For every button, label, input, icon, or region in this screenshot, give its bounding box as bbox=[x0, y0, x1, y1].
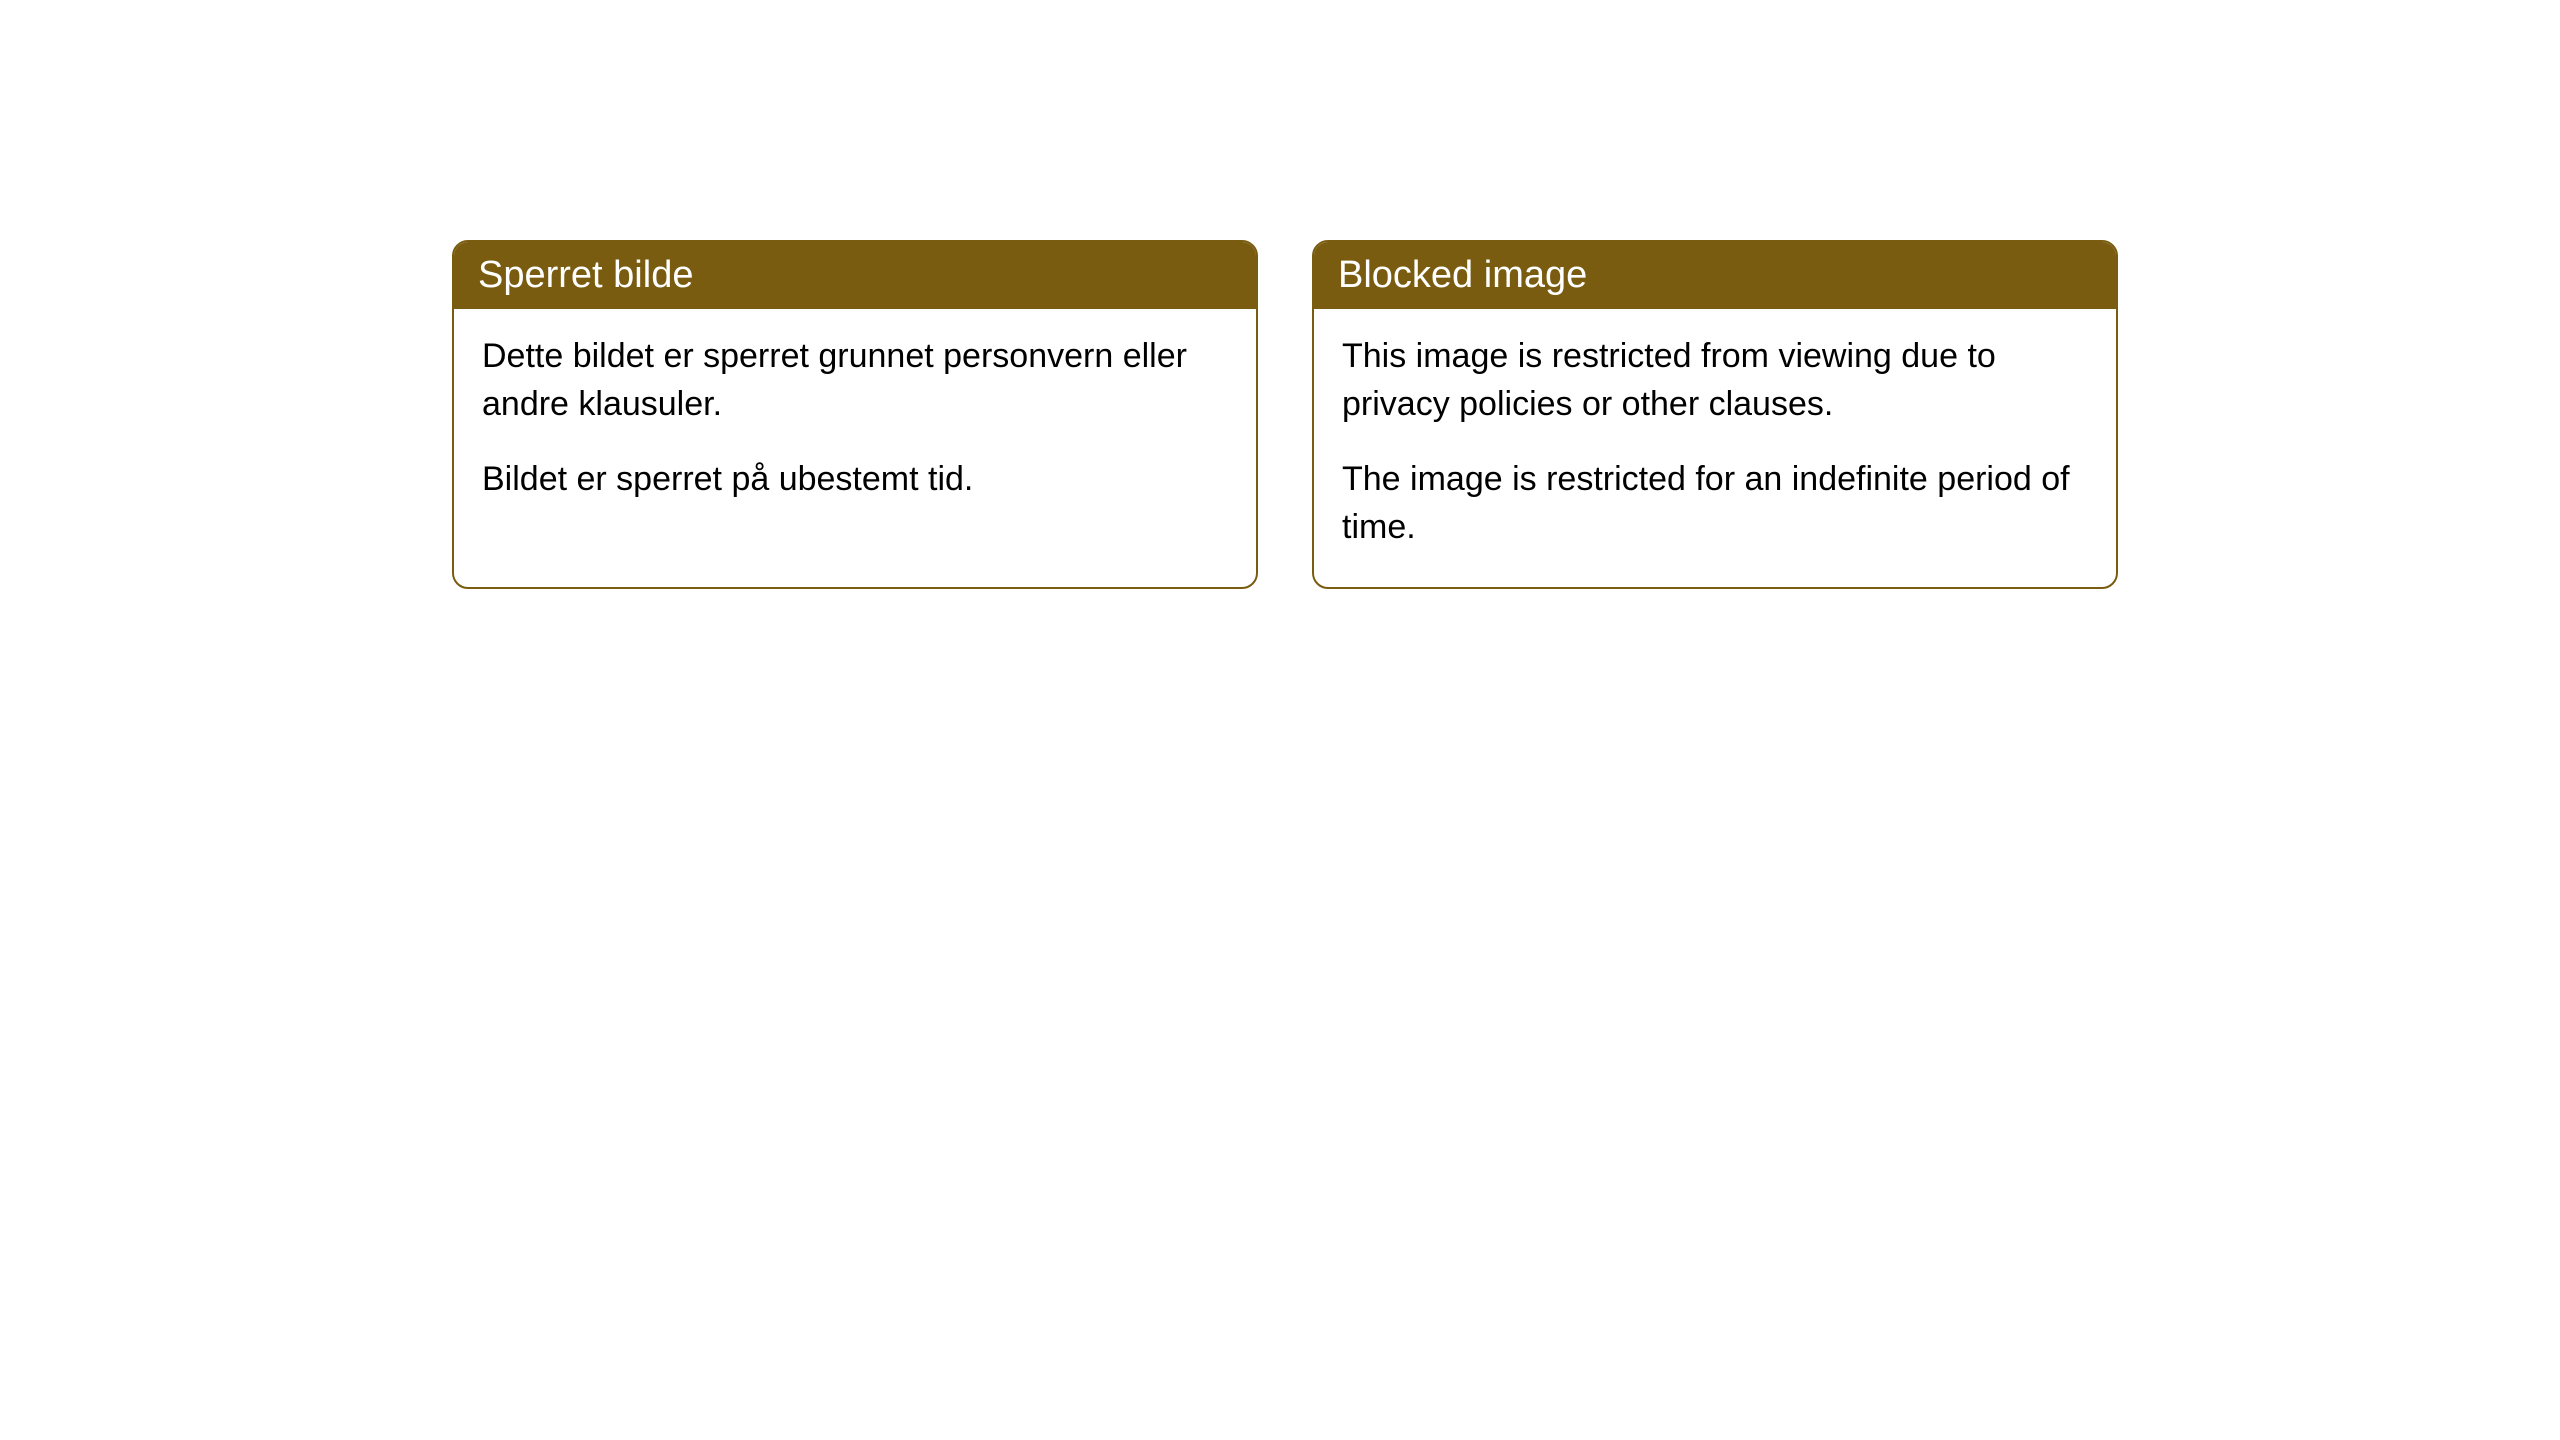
card-paragraph: This image is restricted from viewing du… bbox=[1342, 333, 2088, 428]
blocked-image-card-norwegian: Sperret bilde Dette bildet er sperret gr… bbox=[452, 240, 1258, 589]
cards-container: Sperret bilde Dette bildet er sperret gr… bbox=[452, 240, 2118, 589]
card-paragraph: Bildet er sperret på ubestemt tid. bbox=[482, 456, 1228, 504]
card-paragraph: The image is restricted for an indefinit… bbox=[1342, 456, 2088, 551]
blocked-image-card-english: Blocked image This image is restricted f… bbox=[1312, 240, 2118, 589]
card-paragraph: Dette bildet er sperret grunnet personve… bbox=[482, 333, 1228, 428]
card-body: This image is restricted from viewing du… bbox=[1314, 309, 2116, 587]
card-header: Blocked image bbox=[1314, 242, 2116, 309]
card-body: Dette bildet er sperret grunnet personve… bbox=[454, 309, 1256, 540]
card-header: Sperret bilde bbox=[454, 242, 1256, 309]
